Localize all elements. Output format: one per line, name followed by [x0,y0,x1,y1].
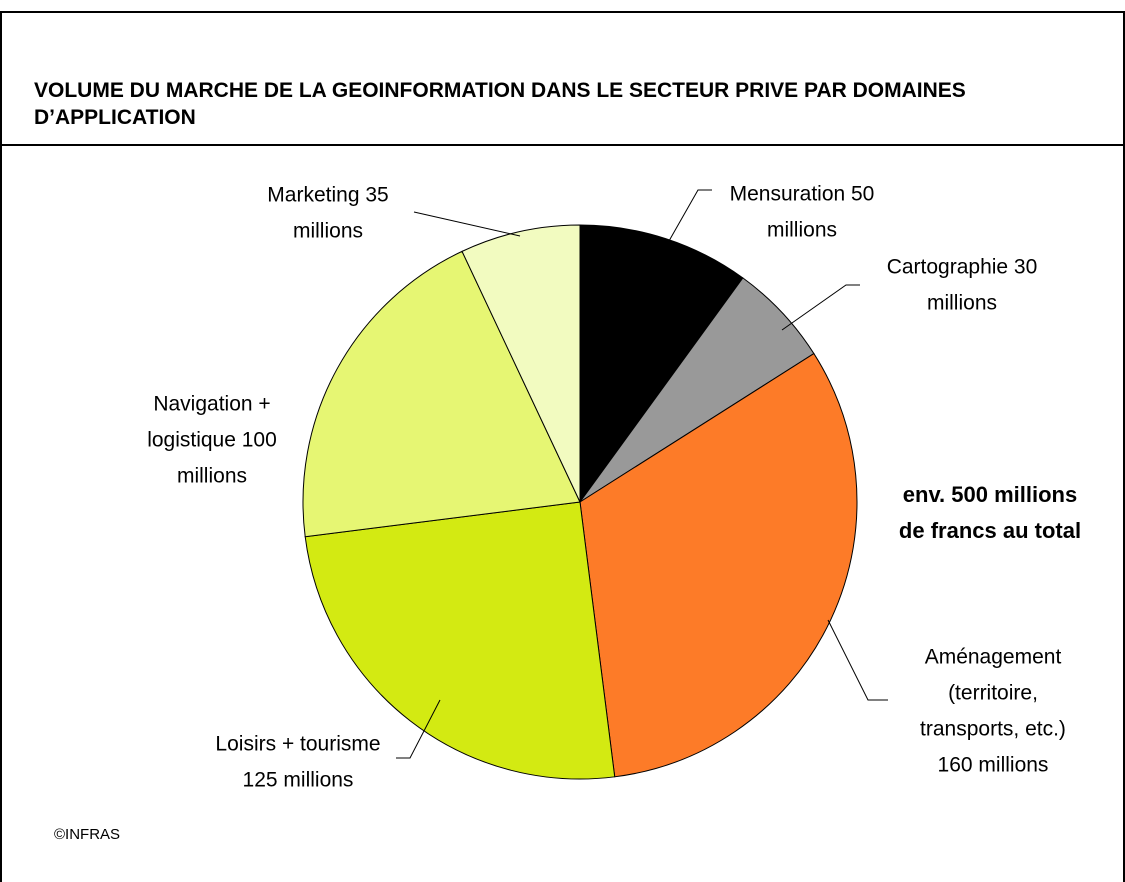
slice-label: 160 millions [938,754,1049,777]
source: ©INFRAS [54,826,120,843]
leader-line [827,619,888,701]
slice-label: millions [927,292,997,315]
slice-label: transports, etc.) [920,718,1066,741]
pie-slice [579,352,858,778]
slice-label: Loisirs + tourisme [215,733,380,756]
leader-line [413,211,521,237]
pie-slice [304,501,616,780]
pie-slice [579,224,744,504]
annotation: de francs au total [899,518,1081,543]
annotation: env. 500 millions [903,482,1077,507]
slice-label: millions [177,465,247,488]
slice-label: Marketing 35 [267,184,388,207]
slice-label: Navigation + [153,393,270,416]
slice-label: Cartographie 30 [887,256,1038,279]
slice-label: millions [293,220,363,243]
chart-title: D’APPLICATION [34,106,196,129]
pie-slice [461,224,581,503]
leader-line [396,699,441,759]
slice-label: (territoire, [948,682,1038,705]
slice-label: Mensuration 50 [730,183,875,206]
frame [0,11,1125,882]
chart-title: VOLUME DU MARCHE DE LA GEOINFORMATION DA… [34,79,966,102]
slice-label: Aménagement [925,646,1062,669]
slice-label: millions [767,219,837,242]
leader-line [664,189,712,249]
leader-line [781,284,860,331]
pie-slice [302,250,581,538]
slice-label: 125 millions [243,769,354,792]
slice-label: logistique 100 [147,429,277,452]
